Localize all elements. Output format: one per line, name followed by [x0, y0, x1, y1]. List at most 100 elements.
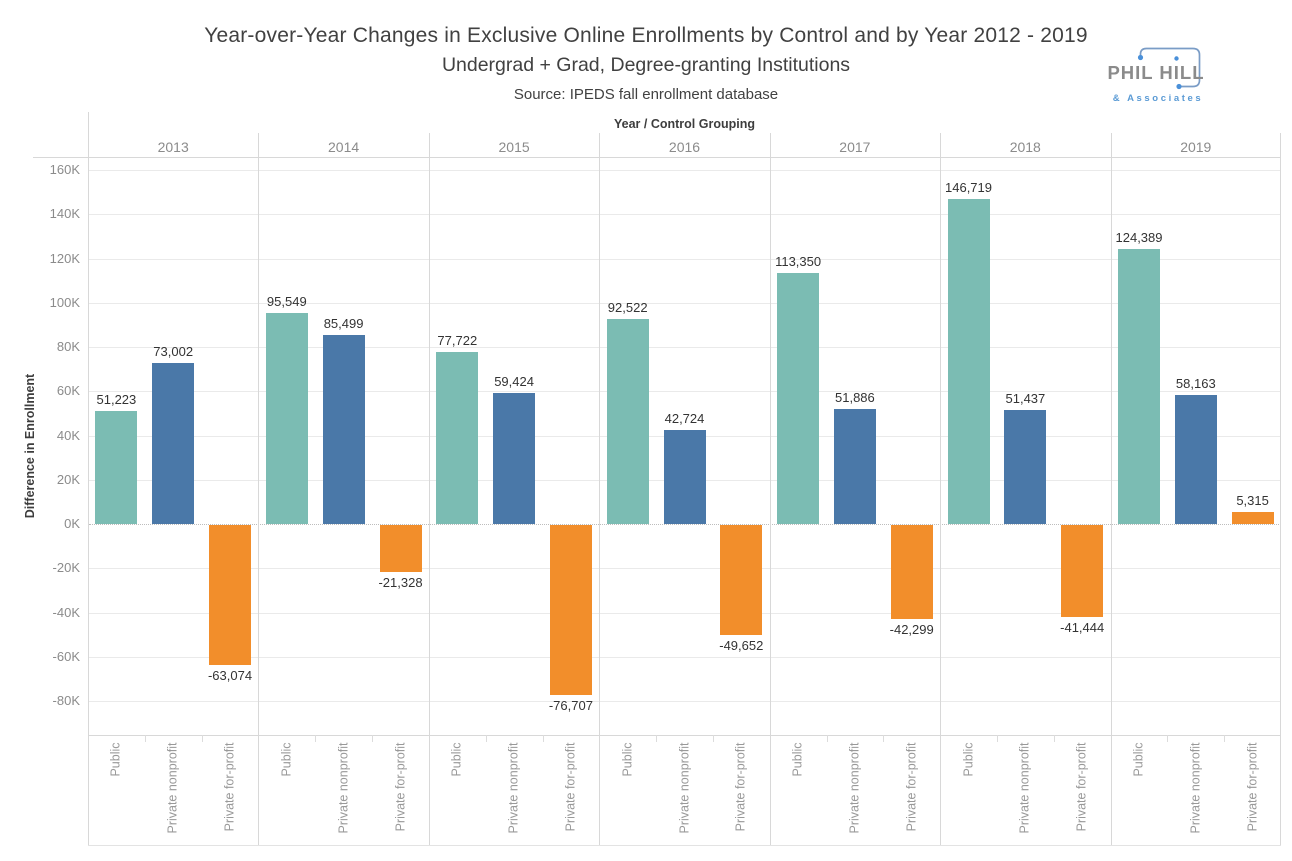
- column-header-rule: [33, 157, 1281, 158]
- category-label-public: Public: [790, 742, 805, 777]
- chart-subtitle: Undergrad + Grad, Degree-granting Instit…: [441, 54, 851, 76]
- gridline: [89, 391, 1281, 393]
- bar-value-label: 73,002: [153, 343, 194, 359]
- y-axis-tick-label: 0K: [64, 516, 80, 531]
- bar-value-label: 5,315: [1236, 493, 1269, 509]
- category-tick: [1167, 735, 1169, 742]
- gridline: [89, 302, 1281, 304]
- category-tick: [201, 735, 203, 742]
- year-label-2019: 2019: [1180, 139, 1212, 155]
- y-axis-tick-label: 80K: [56, 339, 80, 354]
- bar-2014-public[interactable]: [265, 312, 308, 524]
- bar-2017-public[interactable]: [777, 273, 820, 524]
- bar-2015-private-for-profit[interactable]: [549, 525, 592, 695]
- bar-value-label: 92,522: [607, 300, 648, 316]
- y-axis-tick-label: -40K: [52, 604, 80, 620]
- bar-2019-private-nonprofit[interactable]: [1174, 395, 1217, 524]
- category-label-public: Public: [449, 742, 464, 777]
- y-axis-tick-label: 40K: [56, 427, 80, 443]
- category-label-private-nonprofit: Private nonprofit: [165, 742, 180, 834]
- logo-circuit-path: [1139, 47, 1201, 88]
- bar-value-label: 95,549: [266, 293, 307, 309]
- y-axis-tick-label: -20K: [52, 560, 80, 576]
- column-grouping-header: Year / Control Grouping: [614, 117, 755, 131]
- y-axis-tick-label: 60K: [56, 383, 80, 399]
- category-label-private-nonprofit: Private nonprofit: [506, 742, 521, 834]
- category-label-private-for-profit: Private for-profit: [563, 742, 578, 831]
- bar-2014-private-for-profit[interactable]: [379, 525, 422, 573]
- bar-2016-public[interactable]: [606, 319, 649, 524]
- category-label-private-for-profit: Private for-profit: [393, 742, 407, 831]
- gridline: [89, 214, 1281, 216]
- bar-2015-private-nonprofit[interactable]: [493, 392, 536, 524]
- panel-divider: [769, 133, 771, 845]
- bar-value-label: 113,350: [775, 254, 822, 270]
- chart-source-note: Source: IPEDS fall enrollment database: [513, 86, 779, 103]
- bar-2019-private-for-profit[interactable]: [1231, 512, 1274, 524]
- bar-2016-private-nonprofit[interactable]: [663, 429, 706, 524]
- year-label-2018: 2018: [1009, 139, 1041, 155]
- category-label-private-for-profit: Private for-profit: [222, 742, 237, 831]
- y-axis-tick-label: 160K: [49, 162, 80, 177]
- gridline: [89, 258, 1281, 260]
- gridline: [89, 170, 1281, 171]
- bar-value-label: -76,707: [548, 697, 593, 713]
- chart-title: Year-over-Year Changes in Exclusive Onli…: [204, 24, 1088, 47]
- category-label-public: Public: [279, 742, 294, 777]
- bar-value-label: 58,163: [1175, 376, 1216, 392]
- bar-value-label: -21,328: [378, 575, 423, 591]
- category-label-public: Public: [1131, 742, 1146, 777]
- category-tick: [712, 735, 714, 742]
- panel-divider: [1110, 133, 1112, 845]
- category-tick: [372, 735, 373, 742]
- category-label-private-nonprofit: Private nonprofit: [336, 742, 351, 834]
- bar-2018-private-nonprofit[interactable]: [1004, 410, 1047, 524]
- y-axis-tick-label: -60K: [52, 648, 80, 664]
- bar-2014-private-nonprofit[interactable]: [322, 334, 365, 524]
- bar-2019-public[interactable]: [1118, 248, 1160, 524]
- category-label-private-for-profit: Private for-profit: [1074, 742, 1089, 831]
- bar-2013-public[interactable]: [95, 410, 138, 524]
- panel-divider: [599, 133, 601, 845]
- category-tick: [485, 735, 487, 742]
- bar-2018-private-for-profit[interactable]: [1061, 525, 1104, 617]
- logo-dot-icon: [1137, 54, 1144, 61]
- bar-value-label: 85,499: [323, 315, 364, 331]
- category-label-public: Public: [620, 742, 635, 777]
- y-axis-tick-label: 140K: [49, 206, 80, 222]
- category-tick: [315, 735, 317, 742]
- logo-tagline: & Associates: [1113, 93, 1204, 104]
- panel-divider: [258, 133, 260, 845]
- bar-2017-private-nonprofit[interactable]: [833, 409, 876, 524]
- category-label-private-nonprofit: Private nonprofit: [1017, 742, 1032, 834]
- category-label-private-for-profit: Private for-profit: [904, 742, 919, 831]
- bar-2013-private-for-profit[interactable]: [209, 525, 251, 665]
- bar-value-label: 51,886: [835, 390, 875, 406]
- category-label-public: Public: [961, 742, 975, 777]
- bar-value-label: -41,444: [1060, 619, 1105, 635]
- y-axis-tick-label: 100K: [49, 294, 80, 310]
- category-tick: [883, 735, 885, 742]
- category-tick: [1224, 735, 1226, 742]
- plot-bottom-rule: [88, 735, 1281, 736]
- gridline: [89, 701, 1281, 702]
- logo-dot-icon: [1176, 83, 1182, 90]
- gridline: [89, 612, 1281, 614]
- category-label-private-nonprofit: Private nonprofit: [847, 742, 862, 834]
- year-label-2013: 2013: [157, 139, 189, 155]
- category-tick: [826, 735, 828, 742]
- category-label-private-nonprofit: Private nonprofit: [677, 742, 691, 834]
- phil-hill-logo: PHIL HILL & Associates: [1096, 44, 1220, 106]
- gridline: [89, 568, 1281, 570]
- bar-value-label: -42,299: [889, 621, 934, 637]
- category-tick: [656, 735, 658, 742]
- y-axis-rule: [88, 112, 89, 845]
- category-tick: [542, 735, 544, 742]
- bar-2017-private-for-profit[interactable]: [890, 525, 933, 619]
- bar-2016-private-for-profit[interactable]: [720, 525, 763, 635]
- bar-2018-public[interactable]: [947, 199, 990, 524]
- bar-2013-private-nonprofit[interactable]: [152, 362, 195, 524]
- bar-value-label: 59,424: [494, 373, 534, 389]
- bar-2015-public[interactable]: [436, 352, 479, 524]
